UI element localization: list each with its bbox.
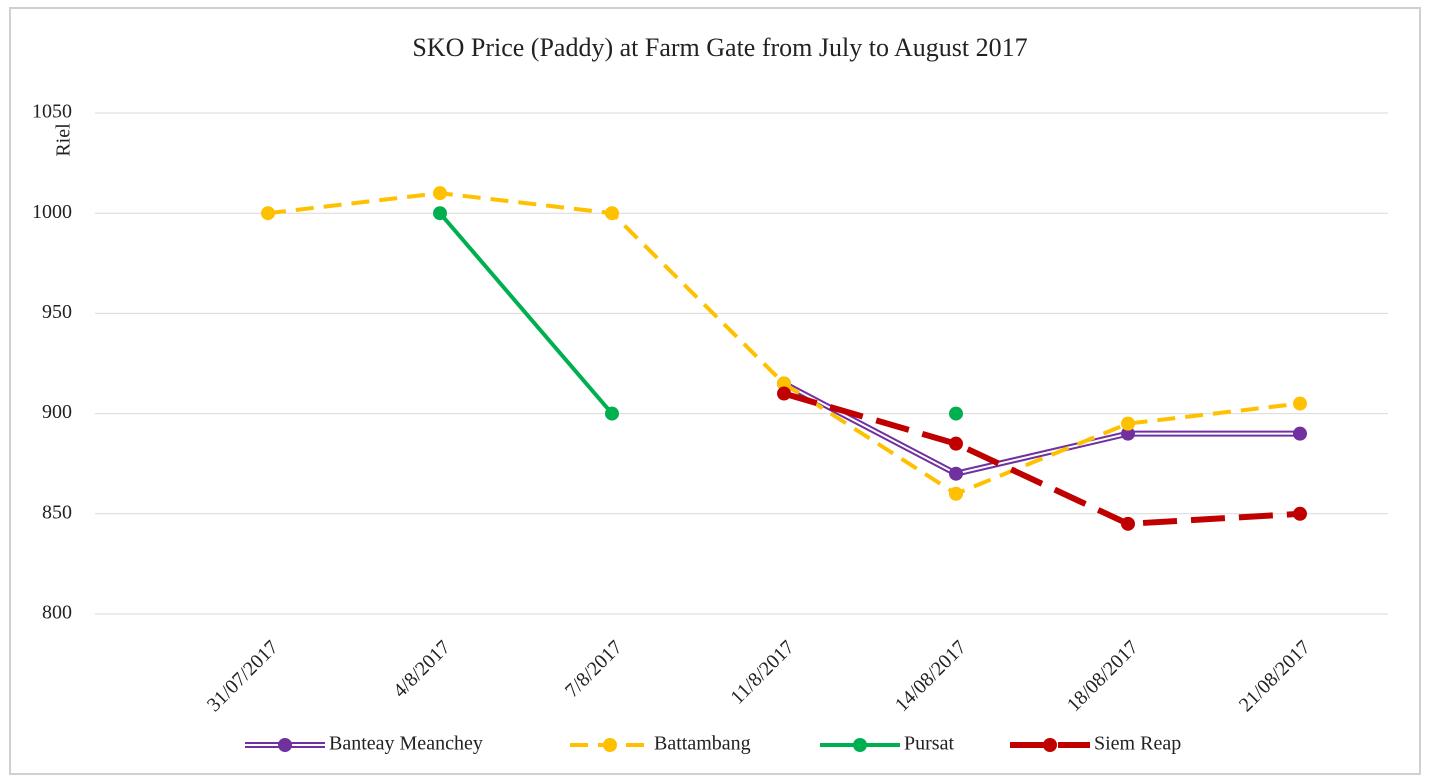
- series-line-inner: [783, 382, 1300, 475]
- legend-marker: [1043, 738, 1057, 752]
- series-line: [438, 211, 614, 415]
- y-tick-label: 900: [42, 401, 72, 423]
- series-line: [783, 390, 1301, 527]
- data-point: [1121, 426, 1135, 441]
- legend-marker: [853, 738, 867, 752]
- data-point: [1121, 416, 1135, 431]
- data-point: [949, 486, 963, 501]
- data-point: [949, 406, 963, 421]
- data-point: [777, 386, 791, 401]
- chart-title: SKO Price (Paddy) at Farm Gate from July…: [412, 33, 1027, 62]
- legend-label: Battambang: [654, 733, 751, 755]
- y-tick-label: 800: [42, 602, 72, 624]
- data-point: [949, 466, 963, 481]
- data-point: [1293, 426, 1307, 441]
- data-point: [433, 186, 447, 201]
- y-tick-label: 950: [42, 301, 72, 323]
- y-tick-label: 1050: [32, 101, 72, 123]
- data-point: [605, 206, 619, 221]
- legend-label: Siem Reap: [1094, 733, 1181, 755]
- data-point: [1121, 516, 1135, 531]
- legend-label: Pursat: [904, 733, 954, 755]
- data-point: [433, 206, 447, 221]
- data-point: [1293, 506, 1307, 521]
- data-point: [777, 376, 791, 391]
- y-axis-label: Riel: [53, 123, 75, 157]
- y-tick-label: 1000: [32, 201, 72, 223]
- legend-label: Banteay Meanchey: [329, 733, 483, 755]
- data-point: [261, 206, 275, 221]
- y-tick-label: 850: [42, 501, 72, 523]
- legend-marker: [278, 738, 292, 752]
- data-point: [605, 406, 619, 421]
- legend-marker: [603, 738, 617, 752]
- data-point: [949, 436, 963, 451]
- chart-border: [9, 7, 1421, 775]
- data-point: [1293, 396, 1307, 411]
